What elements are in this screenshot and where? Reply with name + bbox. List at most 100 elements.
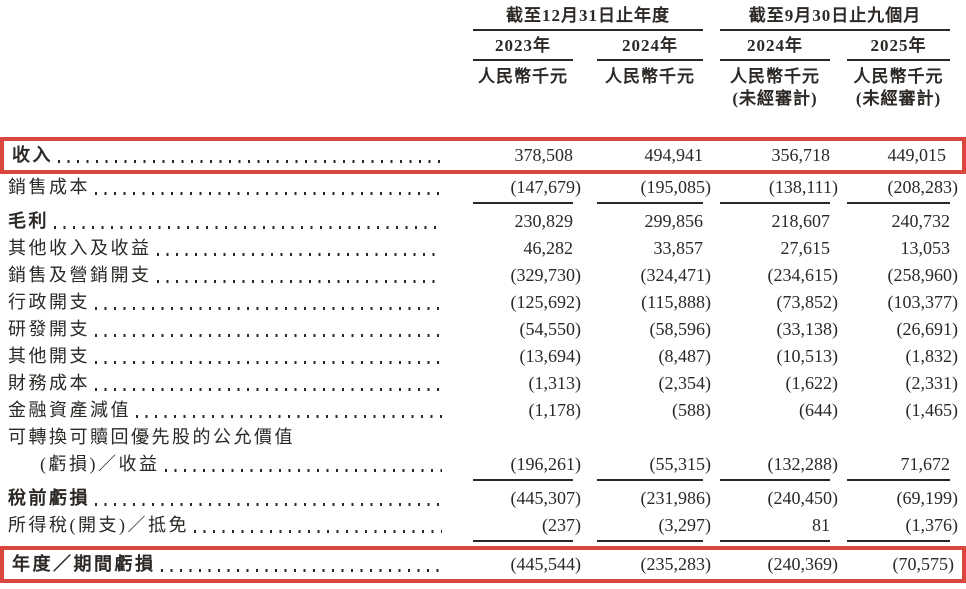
cell-9m2025 bbox=[830, 424, 966, 451]
cell-9m2024: (1,622) bbox=[703, 370, 839, 397]
value-9m2025: (1,832) bbox=[905, 346, 959, 366]
year-2023-label: 2023年 bbox=[473, 36, 573, 61]
value-9m2024: (73,852) bbox=[776, 292, 839, 312]
currency-unit-label: 人民幣千元 bbox=[730, 67, 820, 86]
cell-9m2024: (240,369) bbox=[703, 546, 838, 583]
cell-fy2024 bbox=[573, 424, 703, 451]
leader-dots bbox=[95, 361, 442, 364]
cell-fy2024: (115,888) bbox=[573, 289, 711, 316]
row-label-cell: 其他開支 bbox=[0, 343, 470, 370]
cell-fy2023 bbox=[470, 424, 573, 451]
year-2023-cell: 2023年 bbox=[470, 31, 573, 61]
cell-fy2024: 299,856 bbox=[573, 208, 704, 235]
value-fy2023: (196,261) bbox=[510, 454, 582, 474]
value-9m2024: 81 bbox=[812, 515, 830, 535]
leader-dots bbox=[156, 253, 442, 256]
value-fy2023: 46,282 bbox=[523, 238, 574, 258]
value-9m2025: (2,331) bbox=[905, 373, 959, 393]
value-9m2025: (26,691) bbox=[896, 319, 959, 339]
cell-fy2024: (55,315) bbox=[573, 451, 711, 485]
value-9m2025: (1,465) bbox=[905, 400, 959, 420]
row-label-cell: 收入 bbox=[0, 137, 470, 174]
cell-fy2024: 33,857 bbox=[573, 235, 704, 262]
cell-9m2024: 218,607 bbox=[703, 208, 831, 235]
cell-9m2024: 27,615 bbox=[703, 235, 831, 262]
table-row: 行政開支 (125,692) (115,888) (73,852) (103,3… bbox=[0, 289, 966, 316]
value-9m2025: 13,053 bbox=[900, 238, 951, 258]
value-fy2023: (54,550) bbox=[519, 319, 582, 339]
period-group-row: 截至12月31日止年度 截至9月30日止九個月 bbox=[0, 0, 966, 31]
leader-dots bbox=[95, 388, 442, 391]
currency-unit-row: 人民幣千元 人民幣千元 人民幣千元 (未經審計) 人民幣千元 (未經審計) bbox=[0, 61, 966, 109]
value-fy2024: (231,986) bbox=[640, 488, 712, 508]
row-label: 所得稅(開支)／抵免 bbox=[8, 515, 189, 535]
row-label: 其他開支 bbox=[8, 346, 90, 366]
cell-fy2023: (1,313) bbox=[470, 370, 582, 397]
table-row: 銷售成本 (147,679) (195,085) (138,111) (208,… bbox=[0, 174, 966, 208]
table-body: 收入 378,508 494,941 356,718 449,015 銷售成本 … bbox=[0, 137, 966, 583]
row-label-cell: 行政開支 bbox=[0, 289, 470, 316]
cell-9m2025: (1,465) bbox=[830, 397, 966, 424]
value-fy2023: 230,829 bbox=[514, 211, 574, 231]
cell-fy2024: (8,487) bbox=[573, 343, 712, 370]
cell-fy2024: (58,596) bbox=[573, 316, 712, 343]
leader-dots bbox=[164, 469, 442, 472]
cell-9m2025: (70,575) bbox=[830, 546, 966, 583]
row-label: 財務成本 bbox=[8, 373, 90, 393]
value-fy2024: (58,596) bbox=[649, 319, 712, 339]
cell-fy2023: (125,692) bbox=[470, 289, 582, 316]
value-fy2024: 494,941 bbox=[644, 145, 704, 165]
table-row: 銷售及營銷開支 (329,730) (324,471) (234,615) (2… bbox=[0, 262, 966, 289]
row-label: 銷售成本 bbox=[8, 177, 90, 197]
row-label: (虧損)／收益 bbox=[40, 454, 160, 474]
row-label-cell: 毛利 bbox=[0, 208, 470, 235]
cell-9m2024: (644) bbox=[703, 397, 838, 424]
cell-9m2024: 356,718 bbox=[703, 137, 830, 174]
value-fy2023: (445,307) bbox=[510, 488, 582, 508]
row-label: 金融資產減值 bbox=[8, 400, 131, 420]
year-2025-9m-label: 2025年 bbox=[847, 36, 950, 61]
leader-dots bbox=[95, 503, 442, 506]
cell-fy2023: (196,261) bbox=[470, 451, 581, 485]
value-fy2024: (588) bbox=[672, 400, 711, 420]
row-label-cell: (虧損)／收益 bbox=[0, 451, 470, 485]
row-label-cell: 金融資產減值 bbox=[0, 397, 470, 424]
value-9m2025: (70,575) bbox=[892, 554, 955, 574]
table-row: 年度／期間虧損 (445,544) (235,283) (240,369) (7… bbox=[0, 546, 966, 583]
row-label-cell: 可轉換可贖回優先股的公允價值 bbox=[0, 424, 470, 451]
value-fy2024: (2,354) bbox=[658, 373, 712, 393]
cell-9m2024: (234,615) bbox=[703, 262, 839, 289]
cell-fy2023: 378,508 bbox=[470, 137, 573, 174]
value-9m2024: (10,513) bbox=[776, 346, 839, 366]
cell-9m2025: (1,376) bbox=[830, 512, 966, 546]
row-label: 行政開支 bbox=[8, 292, 90, 312]
value-fy2023: (329,730) bbox=[510, 265, 582, 285]
cell-9m2024: (33,138) bbox=[703, 316, 839, 343]
table-row: 其他收入及收益 46,282 33,857 27,615 13,053 bbox=[0, 235, 966, 262]
value-9m2025: 71,672 bbox=[900, 454, 951, 474]
cell-9m2024: 81 bbox=[703, 512, 830, 546]
value-fy2023: (1,313) bbox=[528, 373, 582, 393]
row-label-cell: 稅前虧損 bbox=[0, 485, 470, 512]
table-row: 其他開支 (13,694) (8,487) (10,513) (1,832) bbox=[0, 343, 966, 370]
row-label: 毛利 bbox=[8, 211, 49, 231]
cell-9m2024: (132,288) bbox=[703, 451, 838, 485]
period-group-annual-title: 截至12月31日止年度 bbox=[473, 6, 703, 31]
row-label: 研發開支 bbox=[8, 319, 90, 339]
value-9m2025: 240,732 bbox=[891, 211, 951, 231]
cell-fy2023: (147,679) bbox=[470, 174, 581, 208]
cell-fy2023: (13,694) bbox=[470, 343, 582, 370]
unit-cell-2024: 人民幣千元 bbox=[573, 61, 703, 109]
leader-dots bbox=[58, 160, 442, 163]
value-fy2023: (237) bbox=[542, 515, 581, 535]
leader-dots bbox=[95, 334, 442, 337]
cell-9m2025: (1,832) bbox=[830, 343, 966, 370]
row-label-cell: 其他收入及收益 bbox=[0, 235, 470, 262]
cell-fy2024: (3,297) bbox=[573, 512, 711, 546]
value-9m2024: 356,718 bbox=[771, 145, 831, 165]
cell-fy2024: (195,085) bbox=[573, 174, 711, 208]
value-fy2024: (3,297) bbox=[658, 515, 712, 535]
row-label-cell: 銷售及營銷開支 bbox=[0, 262, 470, 289]
row-label-cell: 年度／期間虧損 bbox=[0, 546, 470, 583]
